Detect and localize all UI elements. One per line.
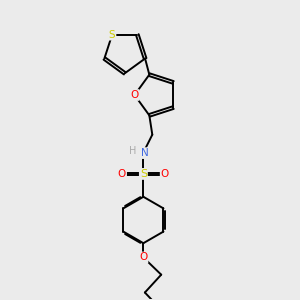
Text: S: S bbox=[109, 30, 116, 40]
Text: H: H bbox=[129, 146, 137, 156]
Text: O: O bbox=[118, 169, 126, 179]
Text: N: N bbox=[141, 148, 149, 158]
Text: S: S bbox=[140, 169, 147, 179]
Text: O: O bbox=[161, 169, 169, 179]
Text: O: O bbox=[130, 90, 139, 100]
Text: O: O bbox=[139, 252, 148, 262]
